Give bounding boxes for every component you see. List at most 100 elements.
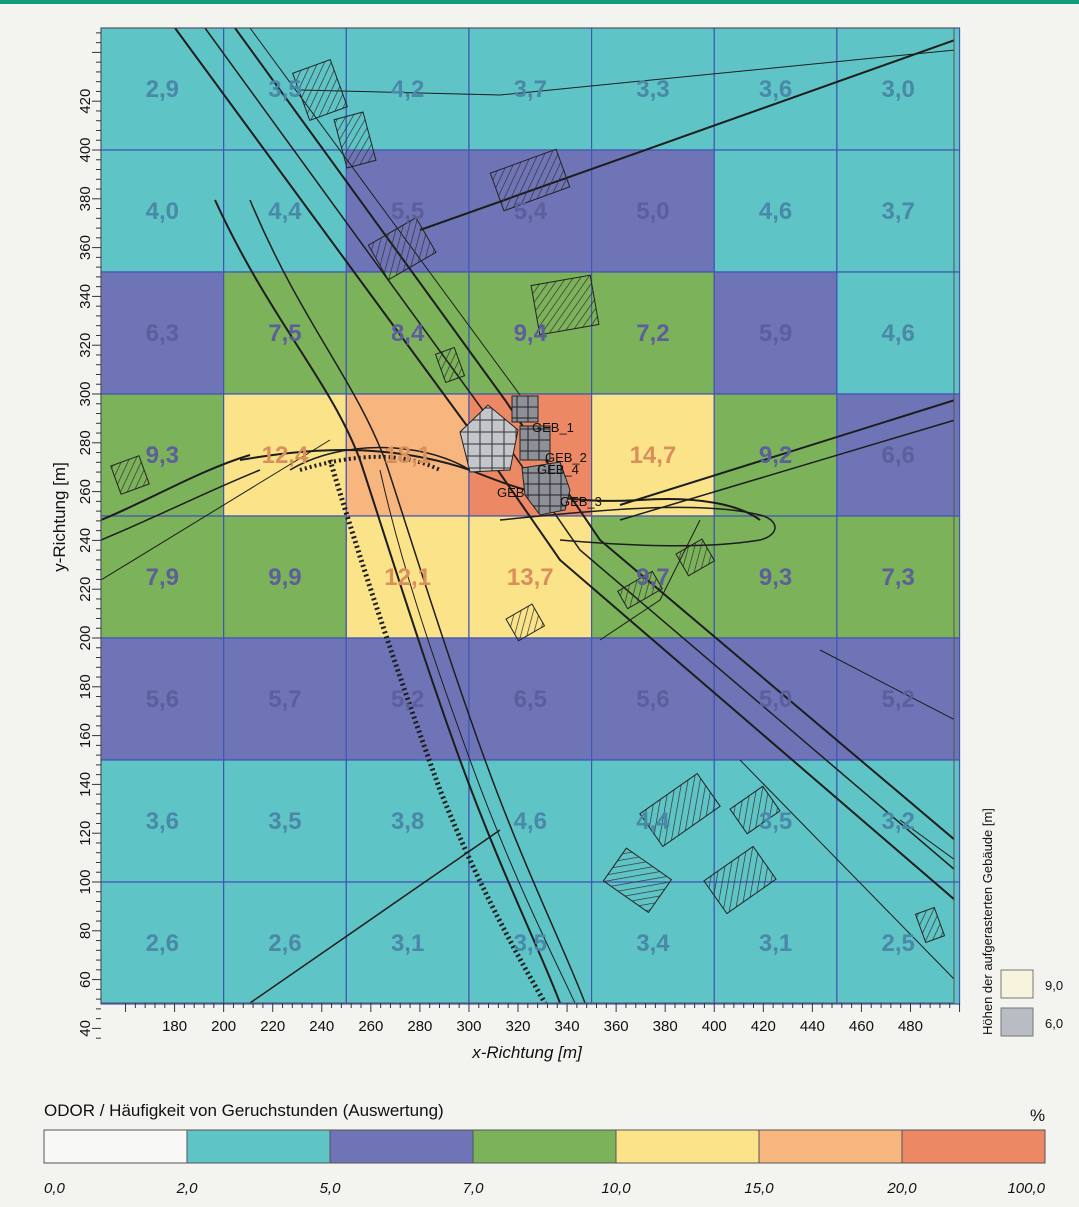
- x-axis-tick-label: 220: [260, 1018, 285, 1035]
- grid-cell-value: 8,4: [391, 320, 425, 347]
- y-axis-tick-label: 400: [77, 137, 94, 162]
- x-axis-tick-label: 300: [456, 1018, 481, 1035]
- grid-cell-value: 3,4: [636, 930, 670, 957]
- scale-label: 20,0: [886, 1180, 917, 1197]
- x-axis-title: x-Richtung [m]: [471, 1043, 583, 1062]
- grid-cell-value: 5,5: [391, 198, 424, 225]
- scale-bin: [472, 1129, 617, 1164]
- grid-cell: [836, 515, 961, 639]
- grid-cell-value: 5,6: [146, 686, 179, 713]
- header-accent-bar: [0, 0, 1079, 4]
- y-axis-tick-label: 420: [77, 89, 94, 114]
- grid-cell-value: 3,6: [146, 808, 179, 835]
- y-axis-tick-label: 180: [77, 674, 94, 699]
- cell-value-labels: 2,9 3,5 4,2 3,7 3,3 3,6 3,0 4,0 4,4 5,5 5,4 5,0 4,6 3…: [146, 76, 915, 957]
- grid-cell: [100, 515, 225, 639]
- grid-cell-value: 4,0: [146, 198, 179, 225]
- grid-cell-value: 3,3: [636, 76, 669, 103]
- grid-cell: [713, 515, 838, 639]
- y-axis-tick-label: 320: [77, 333, 94, 358]
- grid-cell: [713, 393, 838, 517]
- grid-cell-value: 4,4: [268, 198, 302, 225]
- y-axis-tick-label: 80: [77, 922, 94, 939]
- grid-cell: [590, 149, 715, 273]
- grid-cell-value: 9,4: [514, 320, 548, 347]
- building-legend-title: Höhen der aufgerasterten Gebäude [m]: [980, 808, 995, 1035]
- grid-cell-value: 2,9: [146, 76, 179, 103]
- scale-bin: [901, 1129, 1046, 1164]
- x-axis-tick-label: 320: [505, 1018, 530, 1035]
- x-axis-tick-label: 440: [800, 1018, 825, 1035]
- scale-bin: [329, 1129, 474, 1164]
- grid-cell: [223, 149, 347, 273]
- y-axis-tick-label: 100: [77, 869, 94, 894]
- grid-cell-value: 9,3: [146, 442, 179, 469]
- grid-cell-value: 12,4: [262, 442, 309, 469]
- grid-cell-value: 4,6: [882, 320, 915, 347]
- x-axis-tick-label: 200: [211, 1018, 236, 1035]
- grid-cell-value: 3,5: [514, 930, 547, 957]
- y-axis-tick-label: 60: [77, 971, 94, 988]
- grid-cell-value: 5,0: [636, 198, 669, 225]
- scale-label: 10,0: [601, 1180, 631, 1197]
- grid-cell: [100, 149, 225, 273]
- y-axis-tick-label: 140: [77, 772, 94, 797]
- grid-cell-value: 3,5: [268, 76, 301, 103]
- scale-label: 2,0: [176, 1180, 199, 1197]
- y-axis-tick-label: 220: [77, 577, 94, 602]
- building-label-geb-4: GEB_4: [537, 462, 579, 477]
- grid-cell-value: 5,2: [391, 686, 424, 713]
- grid-cell: [590, 271, 715, 395]
- building-legend-label-6: 6,0: [1045, 1016, 1063, 1031]
- grid-cell-value: 2,6: [146, 930, 179, 957]
- grid-cell-value: 6,5: [514, 686, 547, 713]
- grid-cell-value: 5,7: [268, 686, 301, 713]
- x-axis-tick-label: 240: [309, 1018, 334, 1035]
- grid-cell-value: 3,6: [759, 76, 792, 103]
- grid-cell-value: 2,6: [268, 930, 301, 957]
- x-axis-tick-label: 180: [162, 1018, 187, 1035]
- grid-cell-value: 4,6: [514, 808, 547, 835]
- grid-cell: [836, 271, 961, 395]
- scale-bin: [186, 1129, 331, 1164]
- grid-cell: [223, 759, 347, 883]
- building-label-geb-1: GEB_1: [532, 420, 574, 435]
- x-axis-tick-label: 480: [898, 1018, 923, 1035]
- y-axis-tick-label: 360: [77, 235, 94, 260]
- concentration-grid: [100, 27, 961, 1005]
- grid-cell: [836, 149, 961, 273]
- y-axis-tick-label: 40: [77, 1020, 94, 1037]
- grid-cell-value: 5,0: [759, 686, 792, 713]
- grid-cell-value: 5,2: [882, 686, 915, 713]
- grid-cell-value: 3,7: [882, 198, 915, 225]
- source-buildings: [459, 395, 571, 516]
- grid-cell: [345, 881, 470, 1005]
- grid-cell-value: 9,2: [759, 442, 792, 469]
- grid-cell-value: 4,4: [636, 808, 670, 835]
- grid-cell-value: 12,1: [384, 564, 431, 591]
- grid-cell-value: 6,6: [882, 442, 915, 469]
- grid-cell: [836, 881, 961, 1005]
- grid-cell-value: 14,7: [630, 442, 677, 469]
- scale-bin: [758, 1129, 903, 1164]
- y-axis-tick-label: 120: [77, 821, 94, 846]
- grid-cell-value: 6,3: [146, 320, 179, 347]
- grid-cell: [836, 393, 961, 517]
- buildings-hatched: [110, 59, 946, 944]
- scale-label: 0,0: [44, 1180, 66, 1197]
- grid-cell-value: 9,9: [268, 564, 301, 591]
- x-axis-tick-label: 460: [849, 1018, 874, 1035]
- grid-cell-value: 3,0: [882, 76, 915, 103]
- grid-cell: [100, 637, 225, 761]
- cadastral-map: [101, 28, 954, 1003]
- y-axis-title: y-Richtung [m]: [50, 462, 69, 572]
- grid-cell-value: 5,4: [514, 198, 548, 225]
- grid-cell-value: 5,9: [759, 320, 792, 347]
- scale-bin: [43, 1129, 188, 1164]
- grid-cell-value: 4,2: [391, 76, 424, 103]
- scale-label: 5,0: [320, 1180, 342, 1197]
- grid-cell-value: 7,3: [882, 564, 915, 591]
- grid-cell: [223, 637, 347, 761]
- grid-cell: [223, 515, 347, 639]
